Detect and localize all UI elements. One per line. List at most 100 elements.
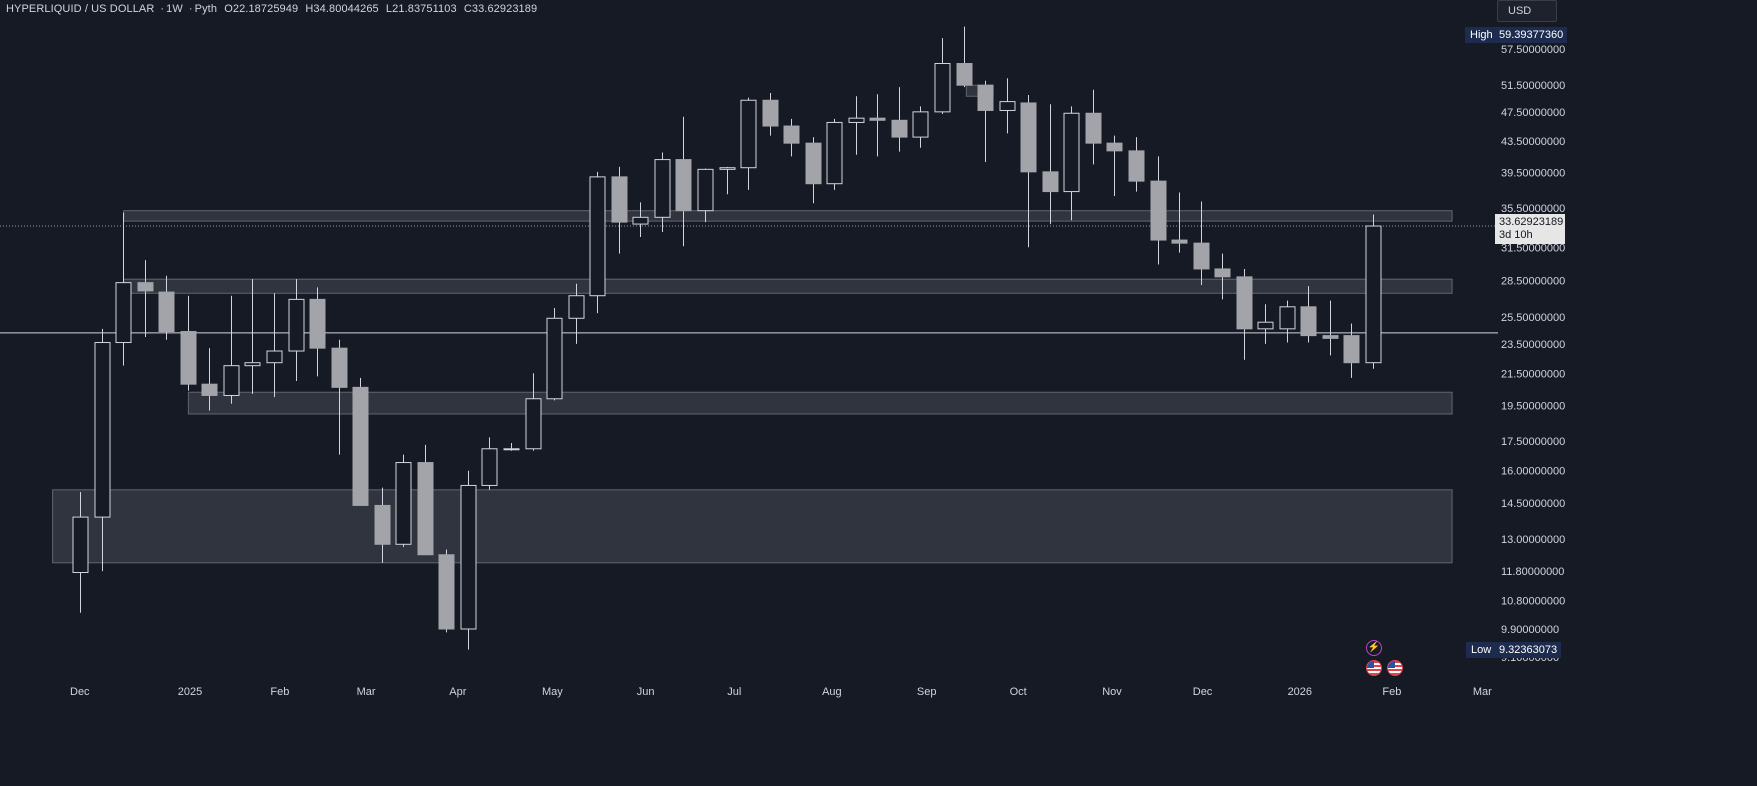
price-axis: 57.50000000 51.50000000 47.50000000 43.5000…: [1501, 44, 1565, 664]
price-tick-label: 47.50000000: [1501, 107, 1565, 119]
legend-close: C33.62923189: [463, 3, 538, 15]
candle-body: [956, 63, 973, 86]
candle-body: [740, 99, 757, 169]
candle-body: [826, 121, 843, 185]
candle-body: [266, 350, 283, 364]
candle-body: [180, 331, 197, 385]
price-tick-label: 9.90000000: [1501, 624, 1559, 636]
price-tick-label: 28.50000000: [1501, 275, 1565, 287]
candle-body: [1300, 306, 1317, 337]
price-tick-label: 17.50000000: [1501, 436, 1565, 448]
legend-symbol: HYPERLIQUID / US DOLLAR: [6, 3, 155, 15]
price-tick-label: 14.50000000: [1501, 498, 1565, 510]
candle-body: [654, 159, 671, 218]
candle-body: [1042, 171, 1059, 193]
candle-body: [805, 142, 822, 185]
high-label: High: [1465, 27, 1498, 43]
time-tick-label: Aug: [822, 686, 842, 698]
bar-countdown: 3d 10h: [1499, 229, 1533, 241]
time-tick-label: 2026: [1288, 686, 1312, 698]
candle-body: [1236, 276, 1253, 330]
candle-body: [568, 295, 585, 319]
price-tick-label: 51.50000000: [1501, 80, 1565, 92]
price-tick-label: 43.50000000: [1501, 136, 1565, 148]
price-tick-label: 57.50000000: [1501, 44, 1565, 56]
candle-body: [1063, 112, 1080, 193]
zone-rect: [123, 278, 1453, 294]
candle-body: [999, 101, 1016, 111]
candle-body: [481, 448, 498, 486]
candle-body: [589, 176, 606, 297]
zone-rect: [123, 210, 1453, 222]
candle-body: [1214, 268, 1231, 278]
symbol-legend: HYPERLIQUID / US DOLLAR · 1W · Pyth O22.1872…: [6, 3, 538, 15]
candle-layer: [72, 26, 1382, 650]
time-tick-label: Oct: [1010, 686, 1027, 698]
time-tick-label: Sep: [917, 686, 937, 698]
candle-body: [525, 398, 542, 450]
time-tick-label: May: [542, 686, 563, 698]
candle-body: [546, 317, 563, 400]
zone-rect: [187, 391, 1453, 415]
time-tick-label: Dec: [70, 686, 90, 698]
candle-body: [137, 282, 154, 292]
candle-body: [201, 383, 218, 396]
candle-body: [632, 216, 649, 225]
price-tick-label: 23.50000000: [1501, 339, 1565, 351]
candle-body: [1193, 242, 1210, 270]
candle-body: [94, 342, 111, 518]
time-axis: Dec 2025 Feb Mar Apr May Jun Jul Aug Sep Oct Nov Dec…: [70, 686, 1492, 698]
us-flag-icon[interactable]: [1387, 660, 1403, 676]
price-tick-label: 39.50000000: [1501, 168, 1565, 180]
candle-body: [912, 111, 929, 138]
candle-body: [460, 484, 477, 630]
candle-body: [697, 168, 714, 212]
candle-body: [1150, 180, 1167, 241]
candle-body: [503, 448, 520, 451]
candle-body: [1279, 306, 1296, 330]
time-tick-label: Mar: [357, 686, 376, 698]
candle-body: [1085, 112, 1102, 144]
candle-body: [1128, 150, 1145, 182]
candle-body: [395, 462, 412, 545]
candle-body: [1020, 102, 1037, 173]
candle-body: [762, 99, 779, 127]
currency-button[interactable]: USD: [1497, 0, 1557, 22]
time-tick-label: Dec: [1193, 686, 1213, 698]
price-tick-label: 19.50000000: [1501, 400, 1565, 412]
candle-body: [417, 462, 434, 556]
candle-body: [115, 282, 132, 344]
candle-body: [374, 504, 391, 545]
legend-interval: 1W: [166, 3, 183, 15]
candle-body: [848, 117, 865, 123]
price-tick-label: 31.50000000: [1501, 242, 1565, 254]
candle-body: [783, 125, 800, 144]
current-price-tag: 33.62923189 3d 10h: [1495, 214, 1565, 244]
candle-body: [891, 119, 908, 138]
candle-body: [72, 516, 89, 574]
candle-body: [934, 63, 951, 113]
candle-body: [1322, 335, 1339, 339]
candle-body: [244, 362, 261, 367]
time-tick-label: Apr: [449, 686, 466, 698]
candle-body: [438, 554, 455, 630]
candle-body: [1257, 321, 1274, 330]
low-label: Low: [1466, 642, 1497, 658]
legend-low: L21.83751103: [385, 3, 457, 15]
candle-body: [1343, 335, 1360, 364]
low-value: 9.32363073: [1495, 642, 1562, 658]
bolt-icon[interactable]: ⚡: [1366, 640, 1382, 656]
us-flag-icon[interactable]: [1366, 660, 1382, 676]
candle-body: [611, 176, 628, 223]
time-tick-label: Mar: [1473, 686, 1492, 698]
time-tick-label: Jun: [637, 686, 655, 698]
price-tick-label: 13.00000000: [1501, 534, 1565, 546]
candle-body: [977, 84, 994, 111]
legend-source: Pyth: [194, 3, 218, 15]
time-tick-label: 2025: [178, 686, 202, 698]
price-tick-label: 10.80000000: [1501, 595, 1565, 607]
candle-body: [1106, 142, 1123, 152]
candle-body: [675, 159, 692, 212]
time-tick-label: Feb: [1382, 686, 1401, 698]
